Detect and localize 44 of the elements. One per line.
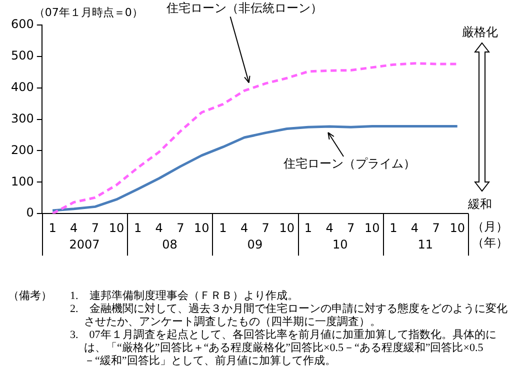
x-tick-label: 10 xyxy=(364,220,380,235)
y-tick-label: 500 xyxy=(11,48,34,63)
text: （備考） xyxy=(8,290,52,303)
y-tick-label: 600 xyxy=(11,17,34,32)
y-tick-label: 100 xyxy=(11,174,34,188)
x-tick-label: 1 xyxy=(134,220,142,235)
annotation: 緩和 xyxy=(468,196,492,213)
x-tick-label: 4 xyxy=(326,220,334,235)
y-tick-label: 200 xyxy=(11,142,34,157)
x-tick-label: 10 xyxy=(279,220,295,235)
x-tick-label: 4 xyxy=(70,220,78,235)
x-tick-label: 1 xyxy=(390,220,398,235)
x-tick-label: 10 xyxy=(108,220,124,235)
line-series xyxy=(51,62,459,214)
text: 09 xyxy=(247,238,263,252)
x-tick-label: 10 xyxy=(194,220,210,235)
x-tick-label: 4 xyxy=(410,220,419,235)
text: （月） xyxy=(472,220,508,234)
y-tick-label: 0 xyxy=(26,206,34,220)
y-tick-label: 400 xyxy=(11,80,34,94)
x-tick-label: 7 xyxy=(262,220,270,235)
text: 住宅ローン（プライム） xyxy=(282,156,416,171)
x-tick-label: 10 xyxy=(450,220,465,235)
text: 11 xyxy=(418,238,434,252)
text: 住宅ローン（非伝統ローン） xyxy=(165,0,322,15)
x-tick-label: 1 xyxy=(219,220,227,235)
x-tick-label: 4 xyxy=(155,220,163,235)
annotation: 厳格化 xyxy=(462,24,498,41)
y-tick-label: 300 xyxy=(11,111,34,126)
text: （年） xyxy=(472,236,508,250)
x-tick-label: 4 xyxy=(240,220,248,235)
text: 1. 連邦準備制度理事会（ＦＲＢ）より作成。 xyxy=(70,290,300,302)
x-tick-label: 7 xyxy=(432,220,440,235)
text: 3. 07年１月調査を起点として、各回答比率を前月値に加重加算して指数化。具体的には、「“厳格化”回答比＋“ある程度厳格化”回答比×0.5－“ある程度緩和”回答比×0.5－“緩和”回答比」として、前月値に加算して作成。 xyxy=(70,329,498,368)
text: 10 xyxy=(332,238,348,252)
x-tick-label: 7 xyxy=(176,220,184,235)
x-tick-label: 1 xyxy=(48,220,56,235)
y-axis-title: （07年１月時点＝0） xyxy=(34,6,143,19)
x-tick-label: 7 xyxy=(91,220,99,235)
text: 2007 xyxy=(69,238,100,252)
x-tick-label: 1 xyxy=(304,220,312,235)
text: 08 xyxy=(162,238,178,252)
x-tick-label: 7 xyxy=(347,220,355,235)
text: 2. 金融機関に対して、過去３か月間で住宅ローンの申請に対する態度をどのように変化させたか、アンケート調査したもの（四半期に一度調査）。 xyxy=(70,303,508,328)
